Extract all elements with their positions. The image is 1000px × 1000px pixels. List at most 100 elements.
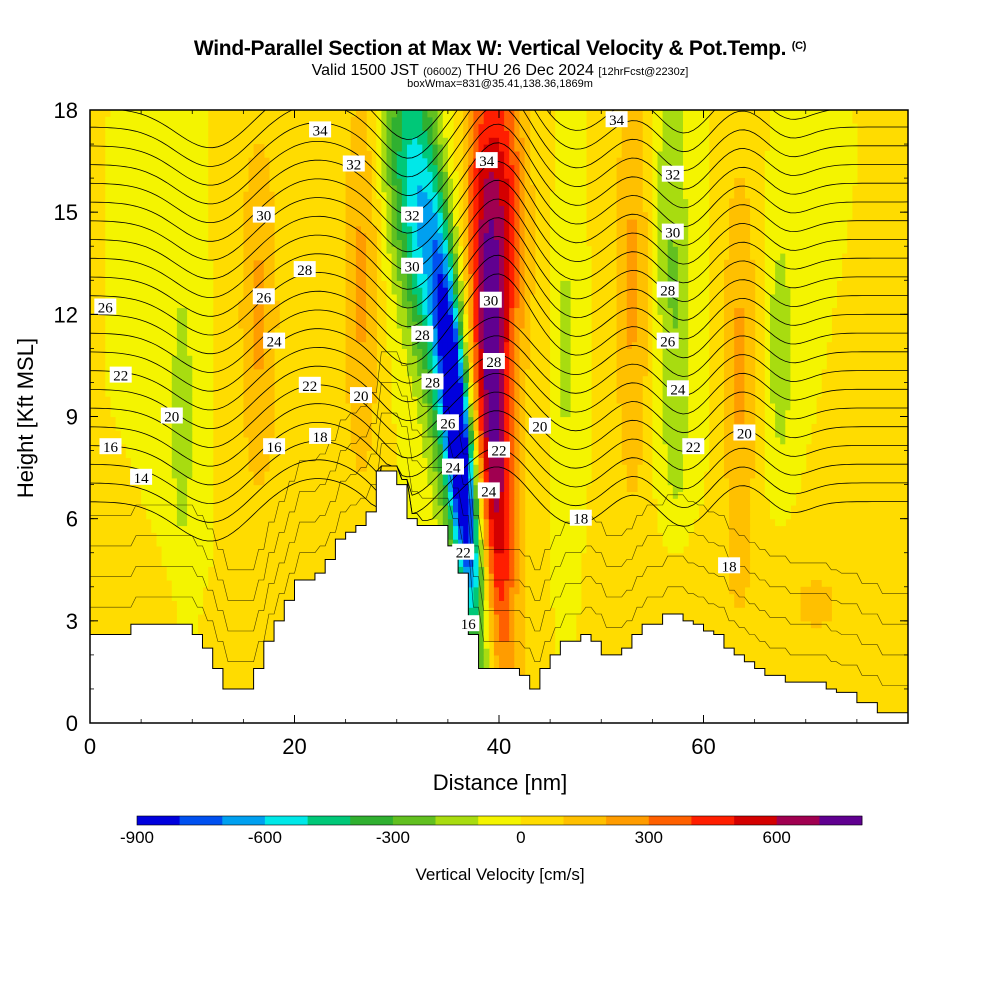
field-cell <box>621 259 628 268</box>
field-cell <box>488 191 495 200</box>
field-cell <box>493 321 500 329</box>
field-cell <box>478 661 485 670</box>
field-cell <box>570 559 577 567</box>
field-cell <box>391 341 398 349</box>
field-cell <box>555 566 561 574</box>
field-cell <box>499 375 505 383</box>
field-cell <box>146 511 152 520</box>
field-cell <box>473 171 480 179</box>
field-cell <box>432 457 439 465</box>
field-cell <box>432 212 439 220</box>
field-cell <box>550 477 556 486</box>
field-cell <box>493 328 500 336</box>
field-cell <box>437 443 444 452</box>
field-cell <box>478 368 485 377</box>
field-cell <box>565 423 572 431</box>
field-cell <box>243 239 250 247</box>
field-cell <box>156 355 163 363</box>
field-cell <box>197 259 204 268</box>
field-cell <box>565 511 572 520</box>
field-cell <box>182 157 188 166</box>
field-cell <box>207 457 214 465</box>
field-cell <box>136 198 142 206</box>
field-cell <box>207 409 214 418</box>
field-cell <box>412 300 418 309</box>
field-cell <box>146 389 152 397</box>
field-cell <box>422 178 428 186</box>
field-cell <box>509 382 515 390</box>
field-cell <box>499 341 505 349</box>
field-cell <box>509 566 515 574</box>
field-cell <box>447 539 454 547</box>
field-cell <box>427 443 434 452</box>
field-cell <box>483 634 490 642</box>
field-cell <box>412 219 418 227</box>
field-cell <box>580 348 587 356</box>
field-cell <box>432 464 439 472</box>
field-cell <box>447 484 454 492</box>
field-cell <box>187 184 193 193</box>
field-cell <box>253 457 260 465</box>
field-cell <box>371 355 377 363</box>
field-cell <box>585 464 592 472</box>
field-cell <box>560 362 566 370</box>
field-cell <box>560 150 566 159</box>
field-cell <box>263 259 270 268</box>
field-cell <box>493 341 500 349</box>
field-cell <box>458 511 464 520</box>
field-cell <box>422 505 428 513</box>
field-cell <box>166 382 173 390</box>
field-cell <box>504 532 510 540</box>
field-cell <box>488 539 495 547</box>
field-cell <box>453 212 459 220</box>
field-cell <box>555 266 561 275</box>
field-cell <box>197 457 204 465</box>
field-cell <box>550 382 556 390</box>
field-cell <box>565 634 572 642</box>
field-cell <box>253 409 260 418</box>
field-cell <box>524 123 531 131</box>
field-cell <box>161 164 168 172</box>
field-cell <box>146 232 152 240</box>
field-cell <box>437 246 444 254</box>
field-cell <box>468 300 474 309</box>
field-cell <box>473 566 480 574</box>
field-cell <box>263 171 270 179</box>
field-cell <box>570 253 577 261</box>
field-cell <box>555 505 561 513</box>
field-cell <box>504 157 510 166</box>
field-cell <box>529 198 536 206</box>
field-cell <box>560 314 566 322</box>
field-cell <box>417 164 423 172</box>
field-cell <box>458 518 464 527</box>
field-cell <box>156 198 163 206</box>
field-cell <box>432 232 439 240</box>
field-cell <box>463 225 469 234</box>
field-cell <box>171 280 178 288</box>
field-cell <box>478 259 485 268</box>
field-cell <box>483 518 490 527</box>
field-cell <box>493 334 500 343</box>
field-cell <box>407 116 413 125</box>
field-cell <box>141 409 147 418</box>
field-cell <box>171 368 178 377</box>
field-cell <box>514 157 520 166</box>
field-cell <box>105 246 111 254</box>
field-cell <box>151 477 157 486</box>
field-cell <box>626 355 633 363</box>
field-cell <box>355 253 362 261</box>
field-cell <box>509 266 515 275</box>
field-cell <box>555 648 561 656</box>
field-cell <box>171 362 178 370</box>
field-cell <box>401 157 408 166</box>
field-cell <box>202 423 209 431</box>
field-cell <box>488 505 495 513</box>
field-cell <box>396 130 403 138</box>
field-cell <box>115 293 122 302</box>
field-cell <box>437 123 444 131</box>
field-cell <box>151 423 157 431</box>
field-cell <box>396 307 403 315</box>
field-cell <box>468 430 474 438</box>
field-cell <box>151 246 157 254</box>
field-cell <box>202 232 209 240</box>
